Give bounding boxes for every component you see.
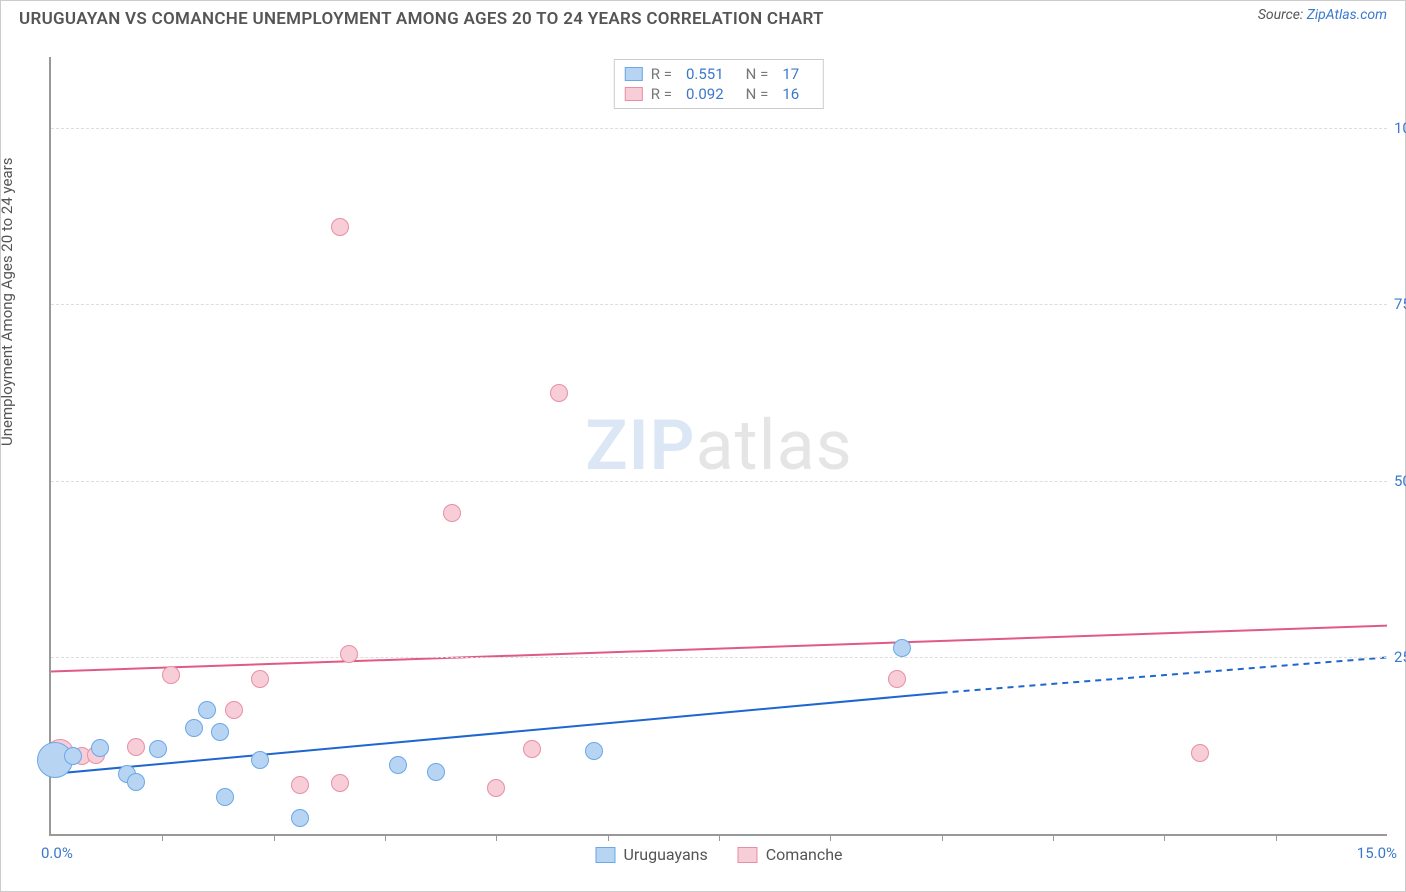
data-point bbox=[893, 639, 911, 657]
uruguayans-swatch bbox=[595, 847, 615, 863]
data-point bbox=[487, 779, 505, 797]
data-point bbox=[331, 774, 349, 792]
data-point bbox=[127, 738, 145, 756]
n-value-uruguayans: 17 bbox=[782, 65, 799, 83]
r-value-comanche: 0.092 bbox=[686, 85, 724, 103]
data-point bbox=[162, 666, 180, 684]
data-point bbox=[585, 742, 603, 760]
legend-row-comanche: R = 0.092 N = 16 bbox=[625, 84, 813, 104]
x-tick bbox=[496, 834, 497, 841]
gridline-h bbox=[51, 481, 1387, 482]
r-label: R = bbox=[651, 85, 672, 103]
data-point bbox=[291, 776, 309, 794]
source-attribution: Source: ZipAtlas.com bbox=[1258, 7, 1387, 23]
watermark-text-part: atlas bbox=[696, 405, 853, 487]
comanche-swatch bbox=[738, 847, 758, 863]
data-point bbox=[127, 773, 145, 791]
data-point bbox=[331, 218, 349, 236]
y-tick-label: 50.0% bbox=[1394, 472, 1406, 490]
gridline-h bbox=[51, 657, 1387, 658]
x-tick bbox=[1164, 834, 1165, 841]
uruguayans-swatch bbox=[625, 67, 643, 81]
data-point bbox=[198, 701, 216, 719]
r-value-uruguayans: 0.551 bbox=[686, 65, 724, 83]
data-point bbox=[251, 751, 269, 769]
uruguayans-label: Uruguayans bbox=[623, 845, 707, 864]
data-point bbox=[389, 756, 407, 774]
y-axis-label: Unemployment Among Ages 20 to 24 years bbox=[0, 158, 16, 446]
trend-lines-layer bbox=[51, 57, 1387, 834]
data-point bbox=[523, 740, 541, 758]
legend-item-comanche: Comanche bbox=[738, 845, 843, 864]
data-point bbox=[427, 763, 445, 781]
x-tick bbox=[1053, 834, 1054, 841]
comanche-swatch bbox=[625, 87, 643, 101]
gridline-h bbox=[51, 128, 1387, 129]
x-tick bbox=[162, 834, 163, 841]
watermark-logo-part: ZIP bbox=[585, 405, 695, 487]
chart-container: URUGUAYAN VS COMANCHE UNEMPLOYMENT AMONG… bbox=[0, 0, 1406, 892]
data-point bbox=[340, 645, 358, 663]
data-point bbox=[91, 739, 109, 757]
n-label: N = bbox=[746, 65, 769, 83]
x-tick bbox=[830, 834, 831, 841]
data-point bbox=[64, 747, 82, 765]
x-tick bbox=[942, 834, 943, 841]
y-tick-label: 25.0% bbox=[1394, 648, 1406, 666]
comanche-label: Comanche bbox=[766, 845, 843, 864]
plot-area: ZIPatlas R = 0.551 N = 17 R = 0.092 N = … bbox=[49, 57, 1387, 836]
n-label: N = bbox=[746, 85, 769, 103]
source-link[interactable]: ZipAtlas.com bbox=[1307, 7, 1387, 23]
y-tick-label: 75.0% bbox=[1394, 295, 1406, 313]
n-value-comanche: 16 bbox=[782, 85, 799, 103]
data-point bbox=[443, 504, 461, 522]
legend-item-uruguayans: Uruguayans bbox=[595, 845, 707, 864]
data-point bbox=[225, 701, 243, 719]
data-point bbox=[251, 670, 269, 688]
x-tick bbox=[274, 834, 275, 841]
correlation-legend: R = 0.551 N = 17 R = 0.092 N = 16 bbox=[614, 59, 824, 109]
chart-title: URUGUAYAN VS COMANCHE UNEMPLOYMENT AMONG… bbox=[19, 9, 824, 29]
data-point bbox=[550, 384, 568, 402]
r-label: R = bbox=[651, 65, 672, 83]
series-legend: Uruguayans Comanche bbox=[595, 845, 842, 864]
y-tick-label: 100.0% bbox=[1394, 119, 1406, 137]
data-point bbox=[291, 809, 309, 827]
x-tick bbox=[608, 834, 609, 841]
data-point bbox=[888, 670, 906, 688]
x-axis-min-label: 0.0% bbox=[41, 844, 73, 862]
x-tick bbox=[719, 834, 720, 841]
data-point bbox=[1191, 744, 1209, 762]
gridline-h bbox=[51, 304, 1387, 305]
data-point bbox=[149, 740, 167, 758]
data-point bbox=[216, 788, 234, 806]
source-prefix: Source: bbox=[1258, 7, 1307, 23]
data-point bbox=[185, 719, 203, 737]
x-tick bbox=[385, 834, 386, 841]
x-tick bbox=[1276, 834, 1277, 841]
data-point bbox=[211, 723, 229, 741]
legend-row-uruguayans: R = 0.551 N = 17 bbox=[625, 64, 813, 84]
watermark: ZIPatlas bbox=[585, 405, 853, 487]
x-axis-max-label: 15.0% bbox=[1357, 844, 1397, 862]
